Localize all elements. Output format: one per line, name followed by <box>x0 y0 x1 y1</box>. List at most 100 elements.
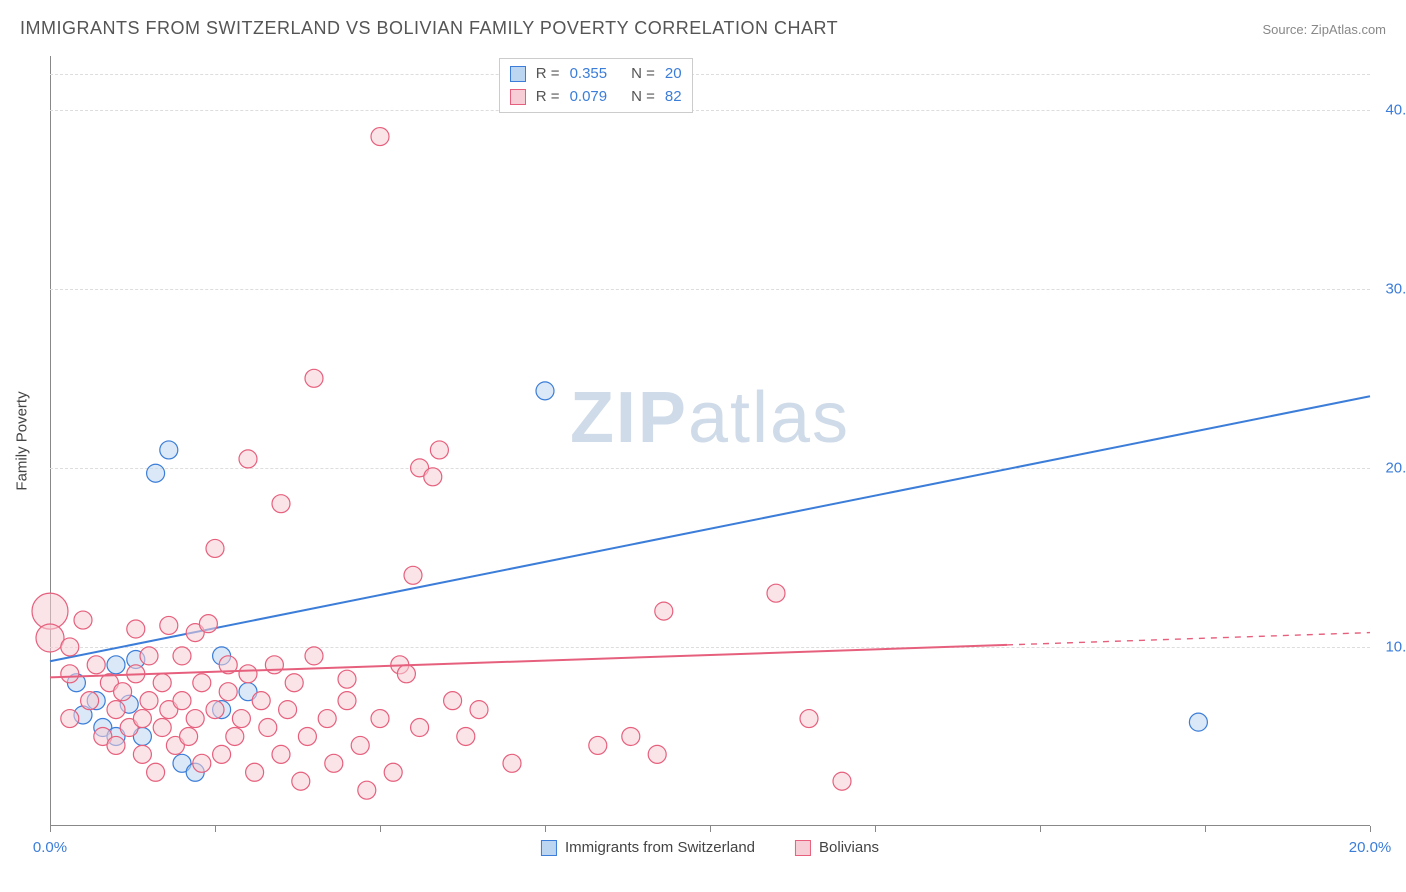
scatter-point <box>470 701 488 719</box>
chart-area: Family Poverty ZIPatlas 10.0%20.0%30.0%4… <box>50 56 1370 826</box>
scatter-point <box>305 369 323 387</box>
scatter-point <box>147 464 165 482</box>
chart-title: IMMIGRANTS FROM SWITZERLAND VS BOLIVIAN … <box>20 18 838 39</box>
r-label: R = <box>536 86 560 109</box>
scatter-point <box>1189 713 1207 731</box>
scatter-point <box>107 736 125 754</box>
source-attribution: Source: ZipAtlas.com <box>1262 22 1386 37</box>
n-label: N = <box>631 86 655 109</box>
scatter-point <box>384 763 402 781</box>
x-tick <box>1205 826 1206 832</box>
x-tick <box>1040 826 1041 832</box>
scatter-point <box>61 710 79 728</box>
scatter-point <box>133 710 151 728</box>
scatter-point <box>318 710 336 728</box>
scatter-point <box>61 638 79 656</box>
y-tick-label: 10.0% <box>1385 638 1406 655</box>
scatter-point <box>74 611 92 629</box>
scatter-point <box>252 692 270 710</box>
trend-line <box>50 396 1370 661</box>
scatter-point <box>622 727 640 745</box>
r-value: 0.079 <box>570 86 608 109</box>
scatter-point <box>153 674 171 692</box>
scatter-point <box>173 647 191 665</box>
scatter-point <box>285 674 303 692</box>
scatter-point <box>199 615 217 633</box>
scatter-point <box>397 665 415 683</box>
n-value: 20 <box>665 63 682 86</box>
scatter-point <box>272 745 290 763</box>
x-tick <box>380 826 381 832</box>
scatter-point <box>107 701 125 719</box>
scatter-point <box>127 620 145 638</box>
scatter-point <box>833 772 851 790</box>
scatter-point <box>206 701 224 719</box>
scatter-point <box>114 683 132 701</box>
legend-series-label: Bolivians <box>819 839 879 856</box>
x-tick-label: 20.0% <box>1349 839 1392 856</box>
scatter-point <box>173 692 191 710</box>
x-tick <box>215 826 216 832</box>
y-tick-label: 40.0% <box>1385 101 1406 118</box>
scatter-point <box>444 692 462 710</box>
scatter-point <box>358 781 376 799</box>
scatter-point <box>140 647 158 665</box>
scatter-point <box>338 670 356 688</box>
scatter-point <box>351 736 369 754</box>
scatter-point <box>239 450 257 468</box>
scatter-point <box>430 441 448 459</box>
scatter-point <box>265 656 283 674</box>
scatter-point <box>305 647 323 665</box>
scatter-point <box>193 754 211 772</box>
x-tick <box>1370 826 1371 832</box>
scatter-point <box>36 624 64 652</box>
r-label: R = <box>536 63 560 86</box>
scatter-point <box>133 745 151 763</box>
scatter-point <box>193 674 211 692</box>
legend-series-label: Immigrants from Switzerland <box>565 839 755 856</box>
legend-swatch <box>510 66 526 82</box>
scatter-point <box>180 727 198 745</box>
scatter-point <box>140 692 158 710</box>
x-tick <box>710 826 711 832</box>
scatter-point <box>219 683 237 701</box>
scatter-plot-svg <box>50 56 1370 826</box>
scatter-point <box>503 754 521 772</box>
y-tick-label: 30.0% <box>1385 280 1406 297</box>
scatter-point <box>239 665 257 683</box>
scatter-point <box>232 710 250 728</box>
scatter-point <box>411 719 429 737</box>
scatter-point <box>536 382 554 400</box>
scatter-point <box>338 692 356 710</box>
scatter-point <box>589 736 607 754</box>
scatter-point <box>147 763 165 781</box>
scatter-point <box>61 665 79 683</box>
y-axis-label: Family Poverty <box>14 391 31 490</box>
x-tick-label: 0.0% <box>33 839 67 856</box>
scatter-point <box>213 745 231 763</box>
legend-series-item: Bolivians <box>795 839 879 856</box>
legend-stats-box: R = 0.355 N = 20 R = 0.079 N = 82 <box>499 58 693 113</box>
scatter-point <box>371 710 389 728</box>
scatter-point <box>279 701 297 719</box>
scatter-point <box>186 710 204 728</box>
scatter-point <box>292 772 310 790</box>
scatter-point <box>404 566 422 584</box>
legend-swatch <box>795 840 811 856</box>
scatter-point <box>424 468 442 486</box>
trend-line-dashed <box>1007 633 1370 645</box>
scatter-point <box>655 602 673 620</box>
scatter-point <box>325 754 343 772</box>
scatter-point <box>800 710 818 728</box>
scatter-point <box>87 656 105 674</box>
scatter-point <box>767 584 785 602</box>
scatter-point <box>298 727 316 745</box>
n-value: 82 <box>665 86 682 109</box>
x-tick <box>875 826 876 832</box>
y-tick-label: 20.0% <box>1385 459 1406 476</box>
trend-line <box>50 645 1007 677</box>
r-value: 0.355 <box>570 63 608 86</box>
n-label: N = <box>631 63 655 86</box>
legend-swatch <box>510 89 526 105</box>
scatter-point <box>259 719 277 737</box>
